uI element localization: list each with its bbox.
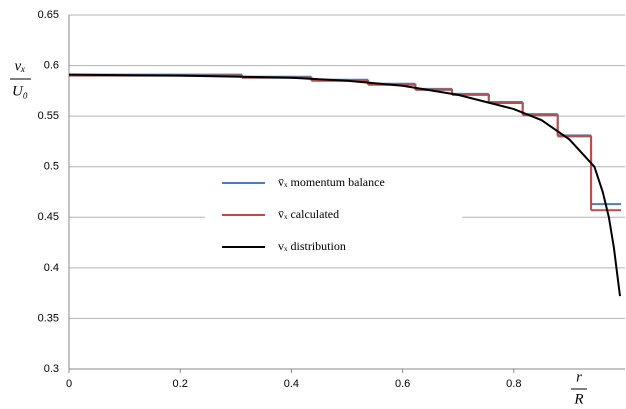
curve <box>68 73 621 297</box>
y-label-numerator: vₓ <box>15 58 26 74</box>
y-tick-label: 0.3 <box>44 363 59 375</box>
x-tick-label: 0.6 <box>395 378 410 390</box>
legend: v̄ₓ momentum balance v̄ₓ calculated vₓ dis… <box>205 168 462 265</box>
y-tick-label: 0.35 <box>38 312 59 324</box>
y-tick-label: 0.6 <box>44 59 59 71</box>
y-tick-label: 0.4 <box>44 262 59 274</box>
y-label-denominator: U₀ <box>12 83 28 99</box>
legend-box <box>205 168 462 265</box>
legend-label: v̄ₓ calculated <box>278 207 339 221</box>
x-tick-label: 0.2 <box>173 378 188 390</box>
y-tick-label: 0.5 <box>44 161 59 173</box>
legend-label: v̄ₓ momentum balance <box>278 175 385 189</box>
legend-label: vₓ distribution <box>278 239 346 253</box>
x-tick-label: 0.8 <box>506 378 521 390</box>
y-tick-label: 0.55 <box>38 110 59 122</box>
x-tick-label: 0.4 <box>284 378 299 390</box>
x-label-denominator: R <box>573 391 583 407</box>
x-tick-label: 0 <box>66 378 72 390</box>
y-tick-label: 0.65 <box>38 9 59 21</box>
y-tick-label: 0.45 <box>38 211 59 223</box>
x-label-numerator: r <box>576 369 582 385</box>
